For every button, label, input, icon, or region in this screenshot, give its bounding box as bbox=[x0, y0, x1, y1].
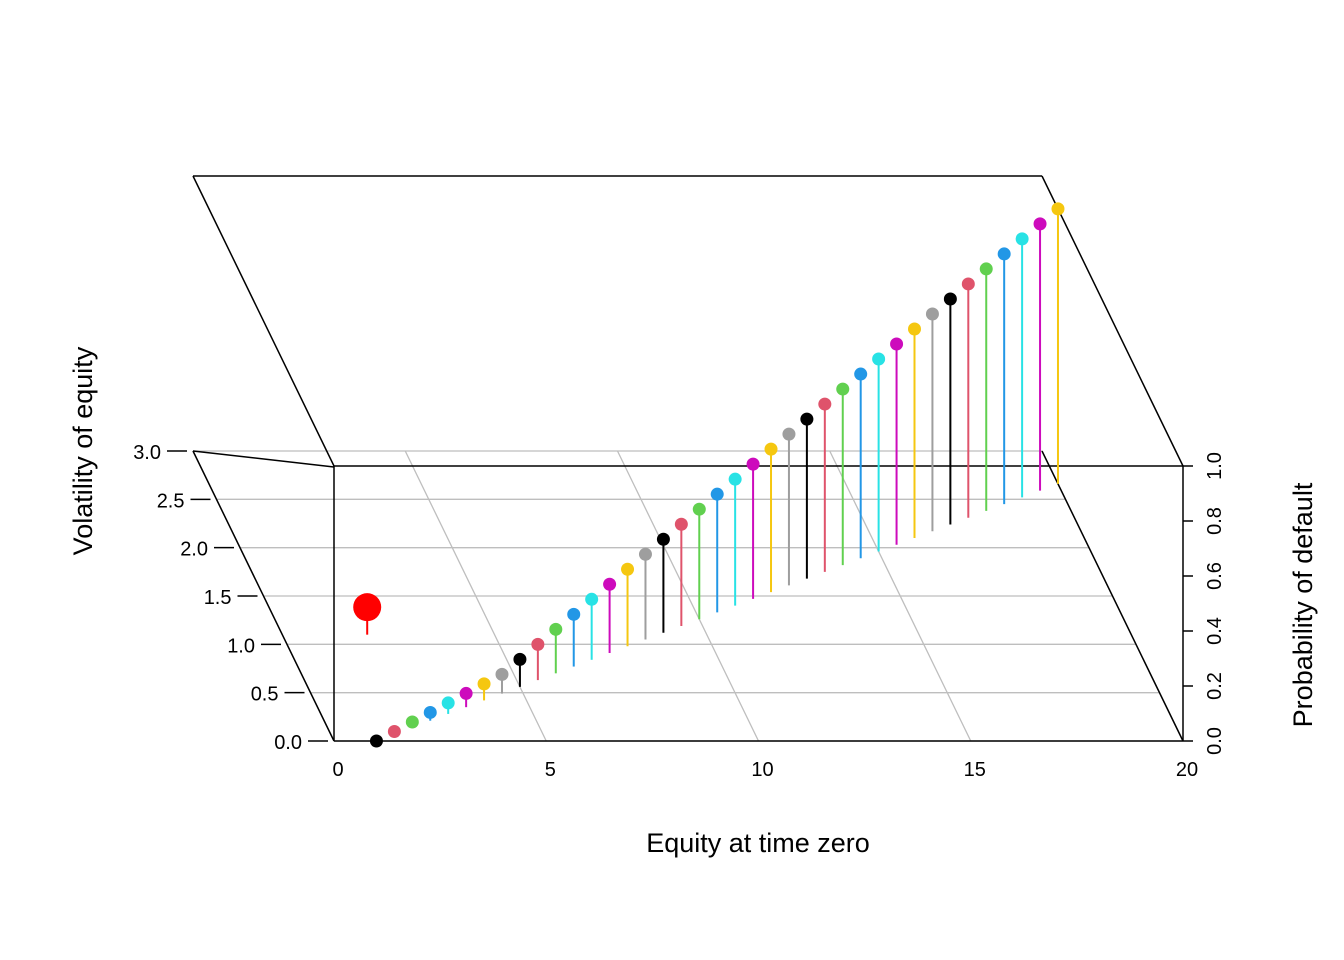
data-point bbox=[441, 696, 455, 710]
z-tick-label: 0.0 bbox=[1204, 727, 1226, 755]
data-point bbox=[638, 547, 652, 561]
y-axis-title: Volatility of equity bbox=[68, 346, 98, 555]
box-edge bbox=[1041, 175, 1184, 467]
data-point bbox=[997, 247, 1011, 261]
y-tick-label: 2.5 bbox=[157, 490, 185, 512]
data-point bbox=[477, 677, 491, 691]
x-tick-label: 5 bbox=[545, 759, 556, 781]
z-axis-title: Probability of default bbox=[1288, 482, 1318, 727]
box-edge bbox=[192, 450, 335, 468]
data-point bbox=[459, 686, 473, 700]
data-point bbox=[979, 262, 993, 276]
y-tick-label: 3.0 bbox=[133, 442, 161, 464]
grid-lines bbox=[192, 450, 1184, 742]
data-point bbox=[674, 517, 688, 531]
data-point bbox=[549, 622, 563, 636]
box-edge bbox=[1041, 450, 1184, 742]
data-point bbox=[943, 292, 957, 306]
data-point bbox=[1051, 202, 1065, 216]
data-points bbox=[353, 202, 1065, 748]
data-point bbox=[585, 592, 599, 606]
highlight-point bbox=[353, 593, 382, 622]
data-point bbox=[746, 457, 760, 471]
data-point bbox=[1015, 232, 1029, 246]
data-point bbox=[836, 382, 850, 396]
data-point bbox=[854, 367, 868, 381]
y-axis: 0.0 0.5 1.0 1.5 2.0 2.5 3.0 bbox=[133, 442, 328, 754]
x-tick-label: 0 bbox=[332, 759, 343, 781]
x-tick-label: 15 bbox=[964, 759, 986, 781]
data-point bbox=[621, 562, 635, 576]
y-tick-label: 0.0 bbox=[274, 732, 302, 754]
data-point bbox=[961, 277, 975, 291]
data-point bbox=[387, 724, 401, 738]
y-tick-label: 0.5 bbox=[251, 684, 279, 706]
z-tick-label: 0.8 bbox=[1204, 507, 1226, 535]
data-point bbox=[800, 412, 814, 426]
data-point bbox=[710, 487, 724, 501]
data-point bbox=[925, 307, 939, 321]
x-axis: 0 5 10 15 20 bbox=[332, 759, 1198, 781]
data-point bbox=[728, 472, 742, 486]
data-point bbox=[782, 427, 796, 441]
x-tick-label: 10 bbox=[751, 759, 773, 781]
z-tick-label: 1.0 bbox=[1204, 452, 1226, 480]
box-edge bbox=[192, 450, 335, 742]
data-point bbox=[603, 577, 617, 591]
box-edge bbox=[192, 175, 335, 467]
y-tick-label: 2.0 bbox=[180, 539, 208, 561]
x-axis-title: Equity at time zero bbox=[646, 828, 870, 858]
z-tick-label: 0.6 bbox=[1204, 562, 1226, 590]
data-point bbox=[872, 352, 886, 366]
data-point bbox=[513, 652, 527, 666]
data-point bbox=[495, 667, 509, 681]
z-tick-label: 0.2 bbox=[1204, 672, 1226, 700]
data-point bbox=[656, 532, 670, 546]
z-axis: 0.0 0.2 0.4 0.6 0.8 1.0 bbox=[1183, 452, 1226, 755]
data-point bbox=[567, 607, 581, 621]
data-point bbox=[818, 397, 832, 411]
y-tick-label: 1.5 bbox=[204, 587, 232, 609]
z-tick-label: 0.4 bbox=[1204, 617, 1226, 645]
data-point bbox=[1033, 217, 1047, 231]
y-tick-label: 1.0 bbox=[227, 635, 255, 657]
data-point bbox=[531, 637, 545, 651]
data-point bbox=[908, 322, 921, 336]
x-tick-label: 20 bbox=[1176, 759, 1198, 781]
data-point bbox=[890, 337, 904, 351]
data-point bbox=[369, 734, 383, 748]
data-point bbox=[405, 715, 419, 729]
data-point bbox=[764, 442, 778, 456]
data-point bbox=[423, 705, 437, 719]
data-point bbox=[692, 502, 706, 516]
box-frame bbox=[192, 175, 1184, 742]
